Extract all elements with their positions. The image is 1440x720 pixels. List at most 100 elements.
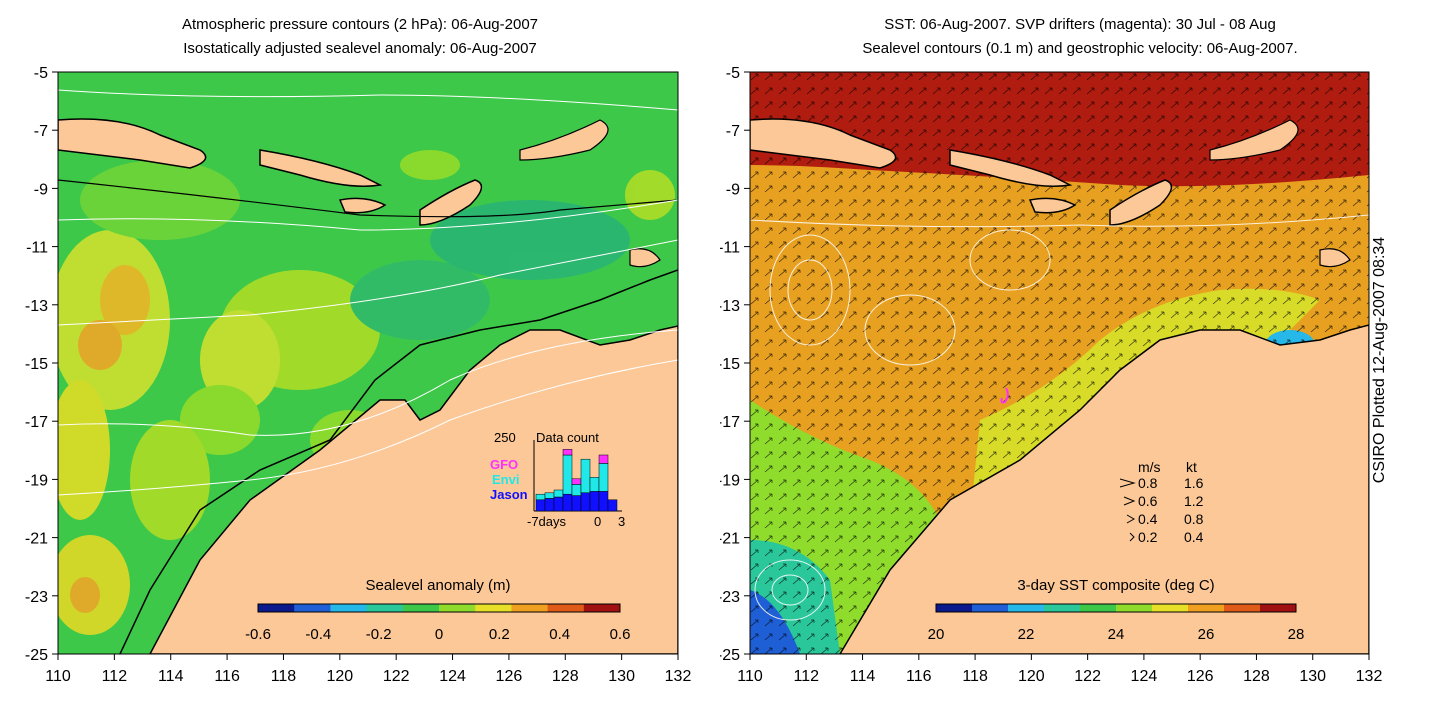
- velocity-legend-rows: 0.8 1.6 0.6 1.2 0.4 0.8 0.2 0.4: [1119, 475, 1204, 545]
- lat-tick-label: -25: [25, 647, 48, 664]
- colorbar-tick-label: -0.4: [305, 626, 331, 643]
- left-colorbar-ticks: -0.6 -0.4 -0.2 0 0.2 0.4 0.6: [245, 626, 630, 643]
- inset-bar-jason: [589, 491, 600, 512]
- velocity-legend: m/s kt 0.8 1.6 0.6 1.2 0.4 0.8 0.2 0.4: [1119, 459, 1204, 545]
- lon-tick-label: 124: [1131, 668, 1158, 685]
- colorbar-segment: [1152, 604, 1189, 612]
- vel-header-ms: m/s: [1138, 459, 1161, 475]
- inset-bar-gfo: [562, 449, 573, 456]
- left-colorbar-label: Sealevel anomaly (m): [365, 577, 510, 594]
- inset-bar-jason: [580, 492, 591, 512]
- sealevel-anomaly-panel: Atmospheric pressure contours (2 hPa): 0…: [25, 16, 692, 685]
- inset-bars: [535, 449, 618, 512]
- colorbar-segment: [294, 604, 331, 612]
- lat-tick-label: -21: [25, 531, 48, 548]
- left-title-line2: Isostatically adjusted sealevel anomaly:…: [183, 40, 537, 57]
- vel-arrow-icon: [1123, 496, 1136, 506]
- lon-tick-label: 116: [906, 668, 932, 685]
- data-count-inset: 250 Data count GFO Envi Jason -7days 0 3: [490, 430, 625, 529]
- lon-tick-label: 128: [1243, 668, 1270, 685]
- left-map-svg: -5 -7 -9 -11 -13 -15 -17 -19 -21 -23 -25 110 112 114…: [25, 65, 692, 685]
- left-shelf-contour: [119, 269, 678, 654]
- inset-bar-gfo: [598, 454, 609, 464]
- vel-ms: 0.2: [1138, 529, 1158, 545]
- inset-bar-gfo: [571, 478, 582, 485]
- lon-tick-label: 132: [665, 668, 692, 685]
- pressure-contours: [58, 89, 678, 496]
- vel-arrow-icon: [1126, 514, 1136, 524]
- lat-tick-label: -9: [34, 181, 48, 198]
- inset-bar-envi: [553, 489, 564, 498]
- lat-tick-label: -13: [720, 298, 740, 315]
- lat-tick-label: -25: [720, 647, 740, 664]
- lat-tick-label: -23: [25, 589, 48, 606]
- colorbar-tick-label: 24: [1108, 626, 1125, 643]
- inset-bar-jason: [544, 498, 555, 512]
- left-java-island: [58, 118, 207, 169]
- inset-x-end: 3: [618, 514, 625, 529]
- inset-bar-envi: [535, 493, 546, 501]
- inset-bar-envi: [571, 484, 582, 496]
- credit-text: CSIRO Plotted 12-Aug-2007 08:34: [1371, 236, 1388, 484]
- right-small-island: [1319, 248, 1351, 268]
- vel-arrow-icon: [1119, 478, 1136, 488]
- vel-ms: 0.4: [1138, 511, 1158, 527]
- lon-tick-label: 122: [1074, 668, 1101, 685]
- lat-tick-label: -21: [720, 531, 740, 548]
- left-north-islands: [519, 119, 609, 161]
- colorbar-tick-label: 26: [1198, 626, 1215, 643]
- vel-kt: 1.6: [1184, 475, 1204, 491]
- right-north-islands: [1209, 119, 1299, 161]
- inset-bar-jason: [607, 499, 618, 512]
- left-small-island: [629, 248, 661, 268]
- colorbar-tick-label: -0.6: [245, 626, 271, 643]
- colorbar-tick-label: 20: [928, 626, 945, 643]
- vel-kt: 1.2: [1184, 493, 1204, 509]
- colorbar-tick-label: 0: [435, 626, 443, 643]
- colorbar-segment: [1080, 604, 1117, 612]
- lon-tick-label: 110: [45, 668, 71, 685]
- inset-title: Data count: [536, 430, 599, 445]
- right-colorbar-ticks: 20 22 24 26 28: [928, 626, 1305, 643]
- svp-drifter-track: [1000, 387, 1009, 404]
- colorbar-tick-label: 22: [1018, 626, 1035, 643]
- colorbar-frame: [935, 603, 1297, 613]
- inset-bar-envi: [598, 463, 609, 492]
- colorbar-segment: [1260, 604, 1297, 612]
- colorbar-segment: [439, 604, 476, 612]
- colorbar-segment: [330, 604, 368, 612]
- right-island-chain: [949, 149, 1073, 187]
- right-timor-island: [1109, 179, 1173, 226]
- vel-header-kt: kt: [1186, 459, 1197, 475]
- right-sumba-island: [1028, 197, 1077, 214]
- right-java-island: [750, 118, 897, 169]
- colorbar-frame: [257, 603, 621, 613]
- colorbar-tick-label: 0.2: [489, 626, 510, 643]
- right-lon-axis: 110 112 114 116 118 120 122 124 126 128 130 132: [737, 654, 1382, 685]
- legend-jason: Jason: [490, 487, 528, 502]
- colorbar-segment: [258, 604, 295, 612]
- lat-tick-label: -11: [26, 240, 48, 257]
- left-lat-axis: -5 -7 -9 -11 -13 -15 -17 -19 -21 -23 -25: [25, 65, 58, 664]
- lat-tick-label: -5: [34, 65, 48, 82]
- right-colorbar: [935, 603, 1297, 613]
- left-lon-axis: 110 112 114 116 118 120 122 124 126 128 130 132: [45, 654, 691, 685]
- lon-tick-label: 118: [271, 668, 297, 685]
- lat-tick-label: -13: [25, 298, 48, 315]
- vel-arrow-icon: [1129, 532, 1135, 542]
- right-map-area: [750, 72, 1369, 654]
- inset-x-mid: 0: [594, 514, 601, 529]
- lon-tick-label: 120: [1018, 668, 1045, 685]
- vel-kt: 0.8: [1184, 511, 1204, 527]
- left-colorbar: [257, 603, 621, 613]
- inset-bar-jason: [598, 491, 609, 512]
- lon-tick-label: 130: [608, 668, 635, 685]
- right-title-line2: Sealevel contours (0.1 m) and geostrophi…: [862, 40, 1298, 57]
- colorbar-segment: [972, 604, 1009, 612]
- colorbar-tick-label: 0.6: [610, 626, 631, 643]
- lat-tick-label: -7: [726, 123, 740, 140]
- colorbar-segment: [1008, 604, 1045, 612]
- inset-x-start: -7days: [527, 514, 567, 529]
- right-lat-axis: -5 -7 -9 -11 -13 -15 -17 -19 -21 -23 -25: [720, 65, 750, 664]
- legend-envi: Envi: [492, 472, 519, 487]
